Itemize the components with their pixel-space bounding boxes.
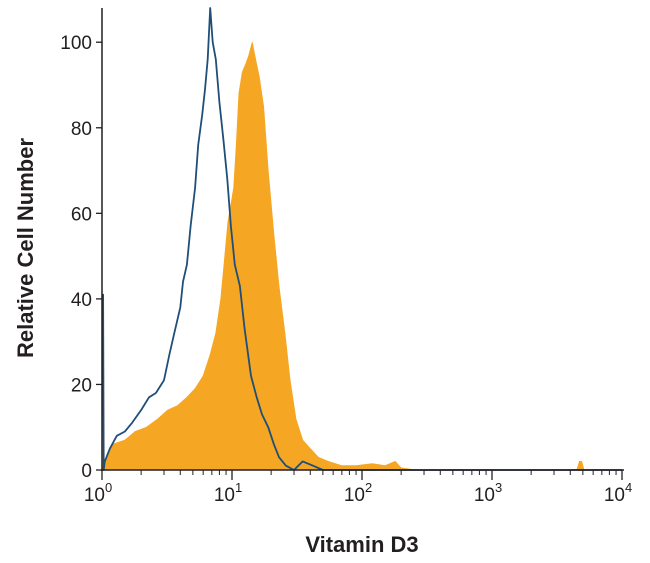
y-axis-title: Relative Cell Number (13, 138, 38, 359)
series-0-filled-histogram (101, 42, 622, 471)
x-tick-label-10-2: 102 (344, 480, 372, 506)
x-tick-label-10-0: 100 (84, 480, 112, 506)
x-axis-title: Vitamin D3 (305, 532, 418, 557)
axes (96, 8, 624, 480)
x-tick-labels: 100 101 102 103 104 (84, 480, 632, 506)
y-tick-label-60: 60 (71, 204, 92, 225)
y-tick-label-0: 0 (81, 461, 92, 482)
y-tick-label-20: 20 (71, 375, 92, 396)
y-tick-label-80: 80 (71, 119, 92, 140)
x-tick-label-10-4: 104 (604, 480, 632, 506)
plot-series (101, 7, 622, 471)
y-tick-label-100: 100 (60, 33, 92, 54)
y-tick-labels: 0 20 40 60 80 100 (60, 33, 92, 482)
x-tick-label-10-1: 101 (214, 480, 242, 506)
x-tick-label-10-3: 103 (474, 480, 502, 506)
y-tick-label-40: 40 (71, 290, 92, 311)
series-1-outline-histogram (102, 7, 622, 471)
